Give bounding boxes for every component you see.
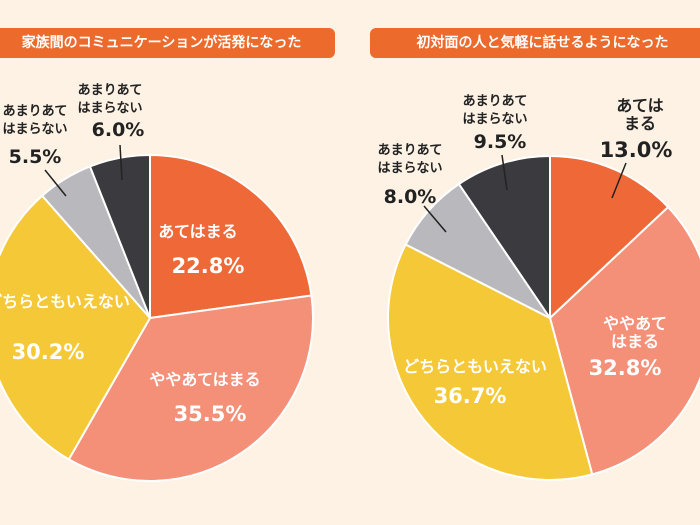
slice-label: どちらともいえない: [0, 292, 130, 311]
chart-title: 家族間のコミュニケーションが活発になった: [0, 28, 335, 58]
slice-label: あまりあて はまらない: [2, 104, 68, 137]
leader-line: [44, 169, 67, 197]
slice-label: あてはまる: [616, 96, 664, 133]
pie-slice: [387, 243, 594, 481]
leader-line: [611, 162, 627, 199]
slice-label: どちらともいえない: [403, 357, 547, 376]
slice-label: あまりあて はまらない: [462, 94, 528, 127]
slice-label: あまりあて はまらない: [377, 143, 443, 176]
value-label: 5.5%: [8, 146, 62, 168]
chart-title: 初対面の人と気軽に話せるようになった: [370, 28, 700, 58]
value-label: 9.5%: [473, 131, 527, 153]
slice-label: あてはまる: [158, 222, 238, 241]
pie-slice: [457, 154, 551, 322]
slice-label: あまりあて はまらない: [77, 83, 143, 116]
value-label: 6.0%: [91, 119, 145, 141]
pie-slice: [149, 153, 313, 320]
value-label: 22.8%: [171, 254, 245, 278]
value-label: 36.7%: [433, 384, 507, 408]
slice-label: ややあてはまる: [603, 314, 667, 351]
value-label: 13.0%: [599, 138, 673, 162]
pie-slice: [549, 154, 670, 321]
leader-line: [501, 154, 508, 191]
pie-slice: [88, 153, 151, 319]
leader-line: [423, 205, 447, 233]
value-label: 32.8%: [588, 356, 662, 380]
pie-slice: [0, 194, 152, 461]
value-label: 8.0%: [383, 186, 437, 208]
value-label: 30.2%: [11, 340, 85, 364]
value-label: 35.5%: [173, 402, 247, 426]
leader-line: [119, 144, 123, 181]
slice-label: ややあてはまる: [149, 370, 261, 389]
pie-slice: [548, 205, 700, 476]
pie-slice: [67, 294, 314, 482]
